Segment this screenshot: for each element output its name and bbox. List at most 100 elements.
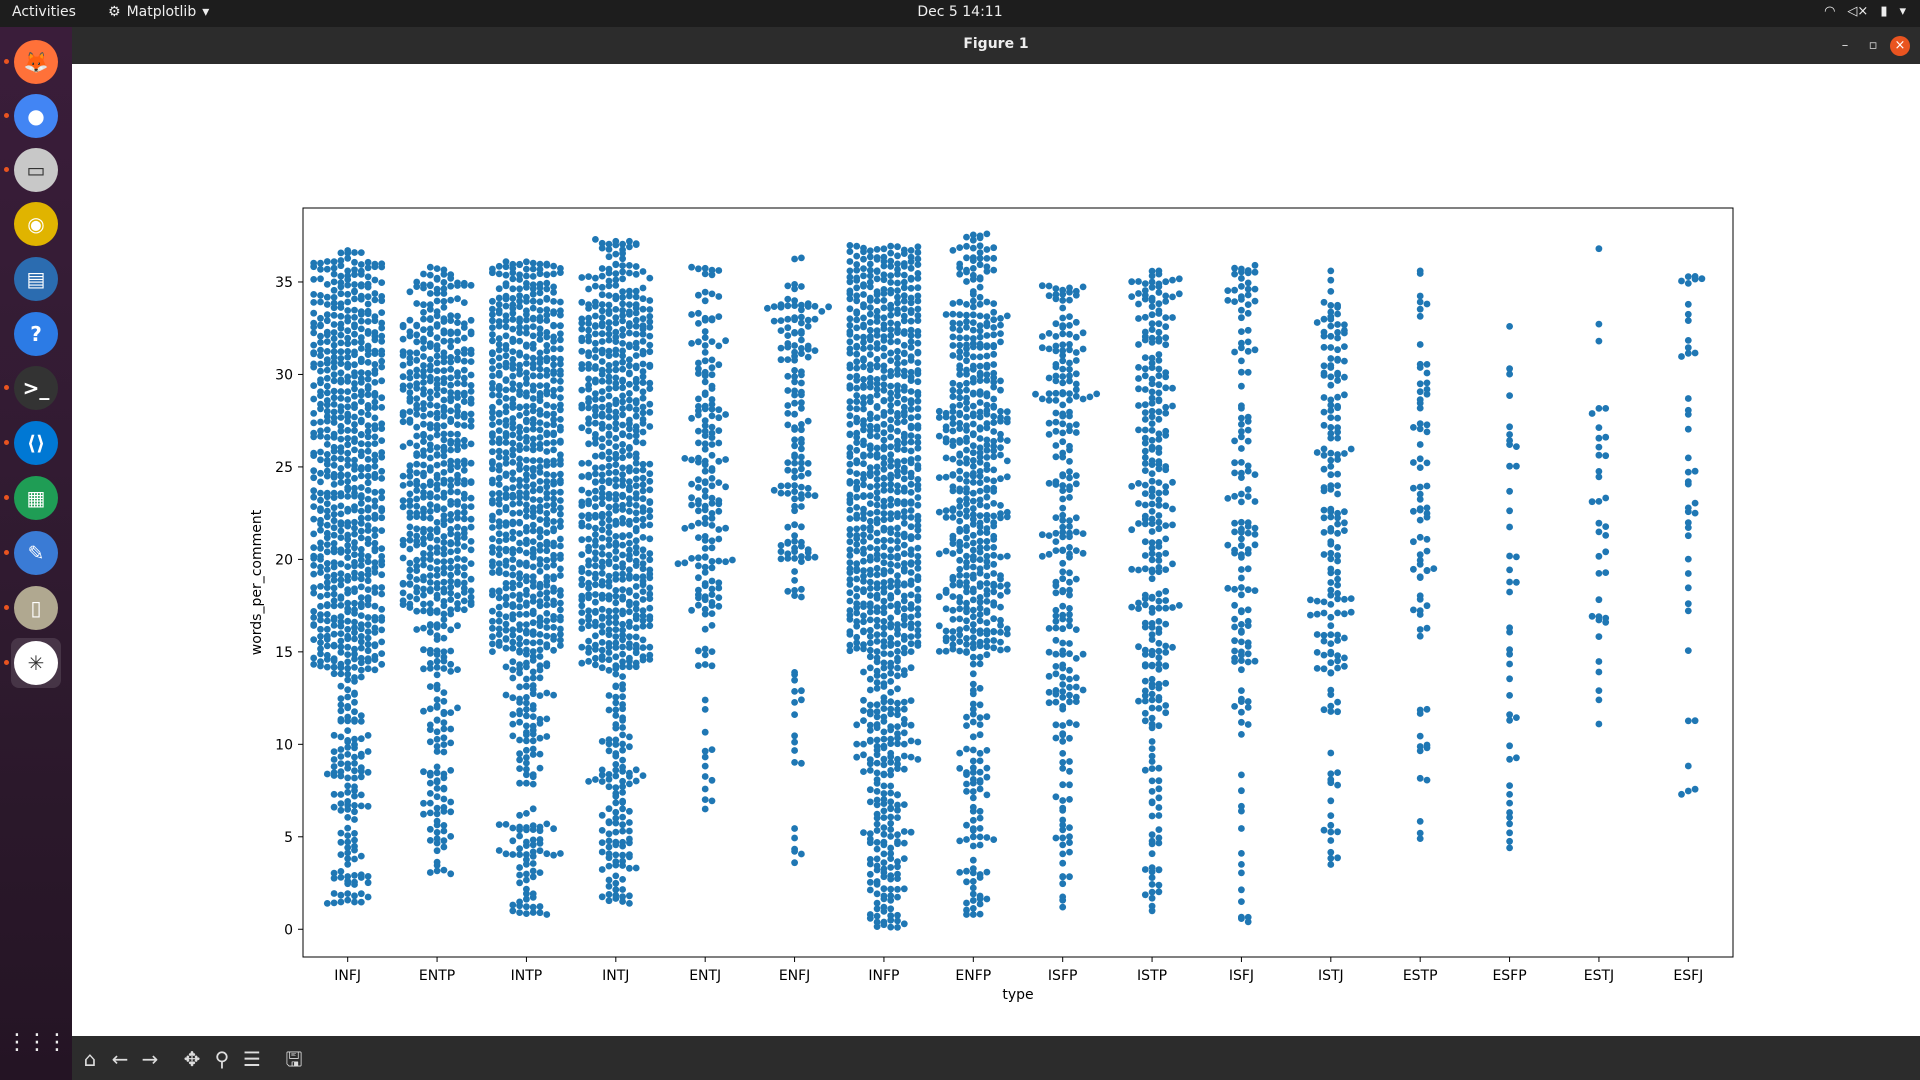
data-point-enfp	[976, 234, 984, 242]
data-point-intp	[550, 518, 557, 525]
data-point-intj	[619, 240, 626, 248]
data-point-intp	[509, 638, 517, 646]
data-point-intp	[495, 495, 503, 503]
data-point-infj	[351, 258, 358, 266]
data-point-isfp	[1066, 533, 1073, 541]
window-titlebar[interactable]: Figure 1 – ▫ ×	[72, 27, 1920, 64]
data-point-infj	[371, 547, 379, 555]
data-point-entj	[688, 311, 695, 318]
data-point-infp	[900, 271, 908, 279]
data-point-infp	[853, 541, 861, 548]
maximize-button[interactable]: ▫	[1868, 38, 1878, 53]
data-point-entj	[695, 594, 702, 602]
figure-canvas[interactable]: 0 5 10 15 20 25 30 35 INFJ ENTP INTP INTJ ENTJ ENFJ IN…	[72, 64, 1920, 1036]
data-point-enfj	[798, 399, 805, 407]
data-point-entp	[440, 569, 448, 577]
data-point-entp	[406, 397, 414, 405]
data-point-intj	[639, 419, 647, 427]
data-point-infj	[364, 391, 372, 399]
system-tray[interactable]: ◠ ◁× ▮ ▾	[1824, 4, 1906, 19]
data-point-entp	[426, 356, 434, 363]
data-point-infj	[330, 548, 338, 556]
data-point-intj	[619, 756, 626, 764]
data-point-intj	[612, 328, 620, 336]
dock-text-editor-icon[interactable]: ✎	[11, 528, 61, 578]
data-point-isfp	[1059, 438, 1067, 446]
dock-vscode-icon[interactable]: ⟨⟩	[11, 418, 61, 468]
data-point-infp	[880, 624, 888, 632]
data-point-intp	[523, 418, 530, 426]
data-point-infp	[887, 510, 895, 517]
app-menu[interactable]: ⚙ Matplotlib ▾	[108, 4, 209, 20]
data-point-intj	[598, 471, 606, 479]
dock-rhythmbox-icon[interactable]: ◉	[11, 199, 61, 249]
minimize-button[interactable]: –	[1841, 38, 1849, 53]
data-point-infj	[330, 517, 338, 525]
data-point-entp	[460, 466, 468, 474]
data-point-intj	[626, 287, 633, 295]
data-point-infp	[873, 469, 881, 477]
data-point-infj	[344, 577, 352, 584]
data-point-intj	[639, 428, 647, 436]
data-point-enfp	[949, 408, 957, 415]
data-point-infj	[351, 624, 358, 632]
data-point-infp	[873, 501, 881, 509]
data-point-infp	[866, 304, 874, 311]
data-point-intp	[529, 285, 537, 293]
data-point-entp	[454, 356, 461, 364]
data-point-intp	[529, 472, 537, 480]
data-point-entp	[454, 555, 461, 562]
data-point-intj	[585, 547, 592, 555]
dock-files-icon[interactable]: ▭	[11, 145, 61, 195]
data-point-entp	[413, 532, 421, 540]
show-applications-icon[interactable]: ⋮⋮⋮	[6, 1029, 68, 1055]
data-point-intp	[557, 587, 564, 594]
data-point-enfp	[1003, 437, 1011, 444]
dock-terminal-icon[interactable]: >_	[11, 363, 61, 413]
activities-button[interactable]: Activities	[12, 4, 76, 20]
dock-archive-icon[interactable]: ▯	[11, 583, 61, 633]
data-point-isfp	[1052, 347, 1060, 355]
data-point-infj	[323, 584, 331, 591]
data-point-enfp	[976, 300, 984, 308]
data-point-isfp	[1066, 372, 1073, 380]
data-point-intj	[619, 493, 626, 500]
data-point-infp	[853, 324, 861, 332]
close-button[interactable]: ×	[1890, 36, 1910, 56]
data-point-infj	[330, 670, 338, 678]
data-point-infj	[344, 403, 352, 411]
data-point-infj	[351, 562, 358, 570]
data-point-intp	[489, 432, 496, 440]
data-point-isfp	[1038, 333, 1046, 340]
data-point-infp	[880, 536, 888, 544]
dock-chrome-icon[interactable]: ●	[11, 91, 61, 141]
dock-matplotlib-icon[interactable]: ✳	[11, 638, 61, 688]
data-point-intp	[543, 471, 551, 478]
data-point-enfp	[969, 479, 977, 486]
dock-firefox-icon[interactable]: 🦊	[11, 37, 61, 87]
dock-help-icon[interactable]: ?	[11, 309, 61, 359]
data-point-infp	[873, 555, 881, 563]
dock-writer-icon[interactable]: ▤	[11, 254, 61, 304]
data-point-infp	[860, 751, 867, 759]
data-point-infp	[873, 608, 881, 615]
data-point-entp	[413, 487, 421, 494]
data-point-enfp	[956, 264, 964, 272]
data-point-enfp	[969, 515, 977, 523]
data-point-entp	[420, 438, 427, 445]
data-point-intj	[585, 500, 592, 508]
data-point-intp	[489, 414, 496, 422]
data-point-intj	[626, 390, 633, 397]
data-point-infp	[873, 855, 881, 863]
data-point-intp	[523, 501, 530, 509]
data-point-enfj	[777, 548, 785, 555]
dock-calc-icon[interactable]: ▦	[11, 473, 61, 523]
clock[interactable]: Dec 5 14:11	[917, 4, 1003, 20]
data-point-infp	[873, 631, 881, 639]
data-point-infj	[330, 264, 338, 272]
data-point-entj	[695, 500, 702, 508]
data-point-enfp	[969, 878, 977, 885]
data-point-intp	[536, 547, 544, 554]
data-point-intj	[612, 408, 620, 416]
data-point-intp	[529, 582, 537, 590]
